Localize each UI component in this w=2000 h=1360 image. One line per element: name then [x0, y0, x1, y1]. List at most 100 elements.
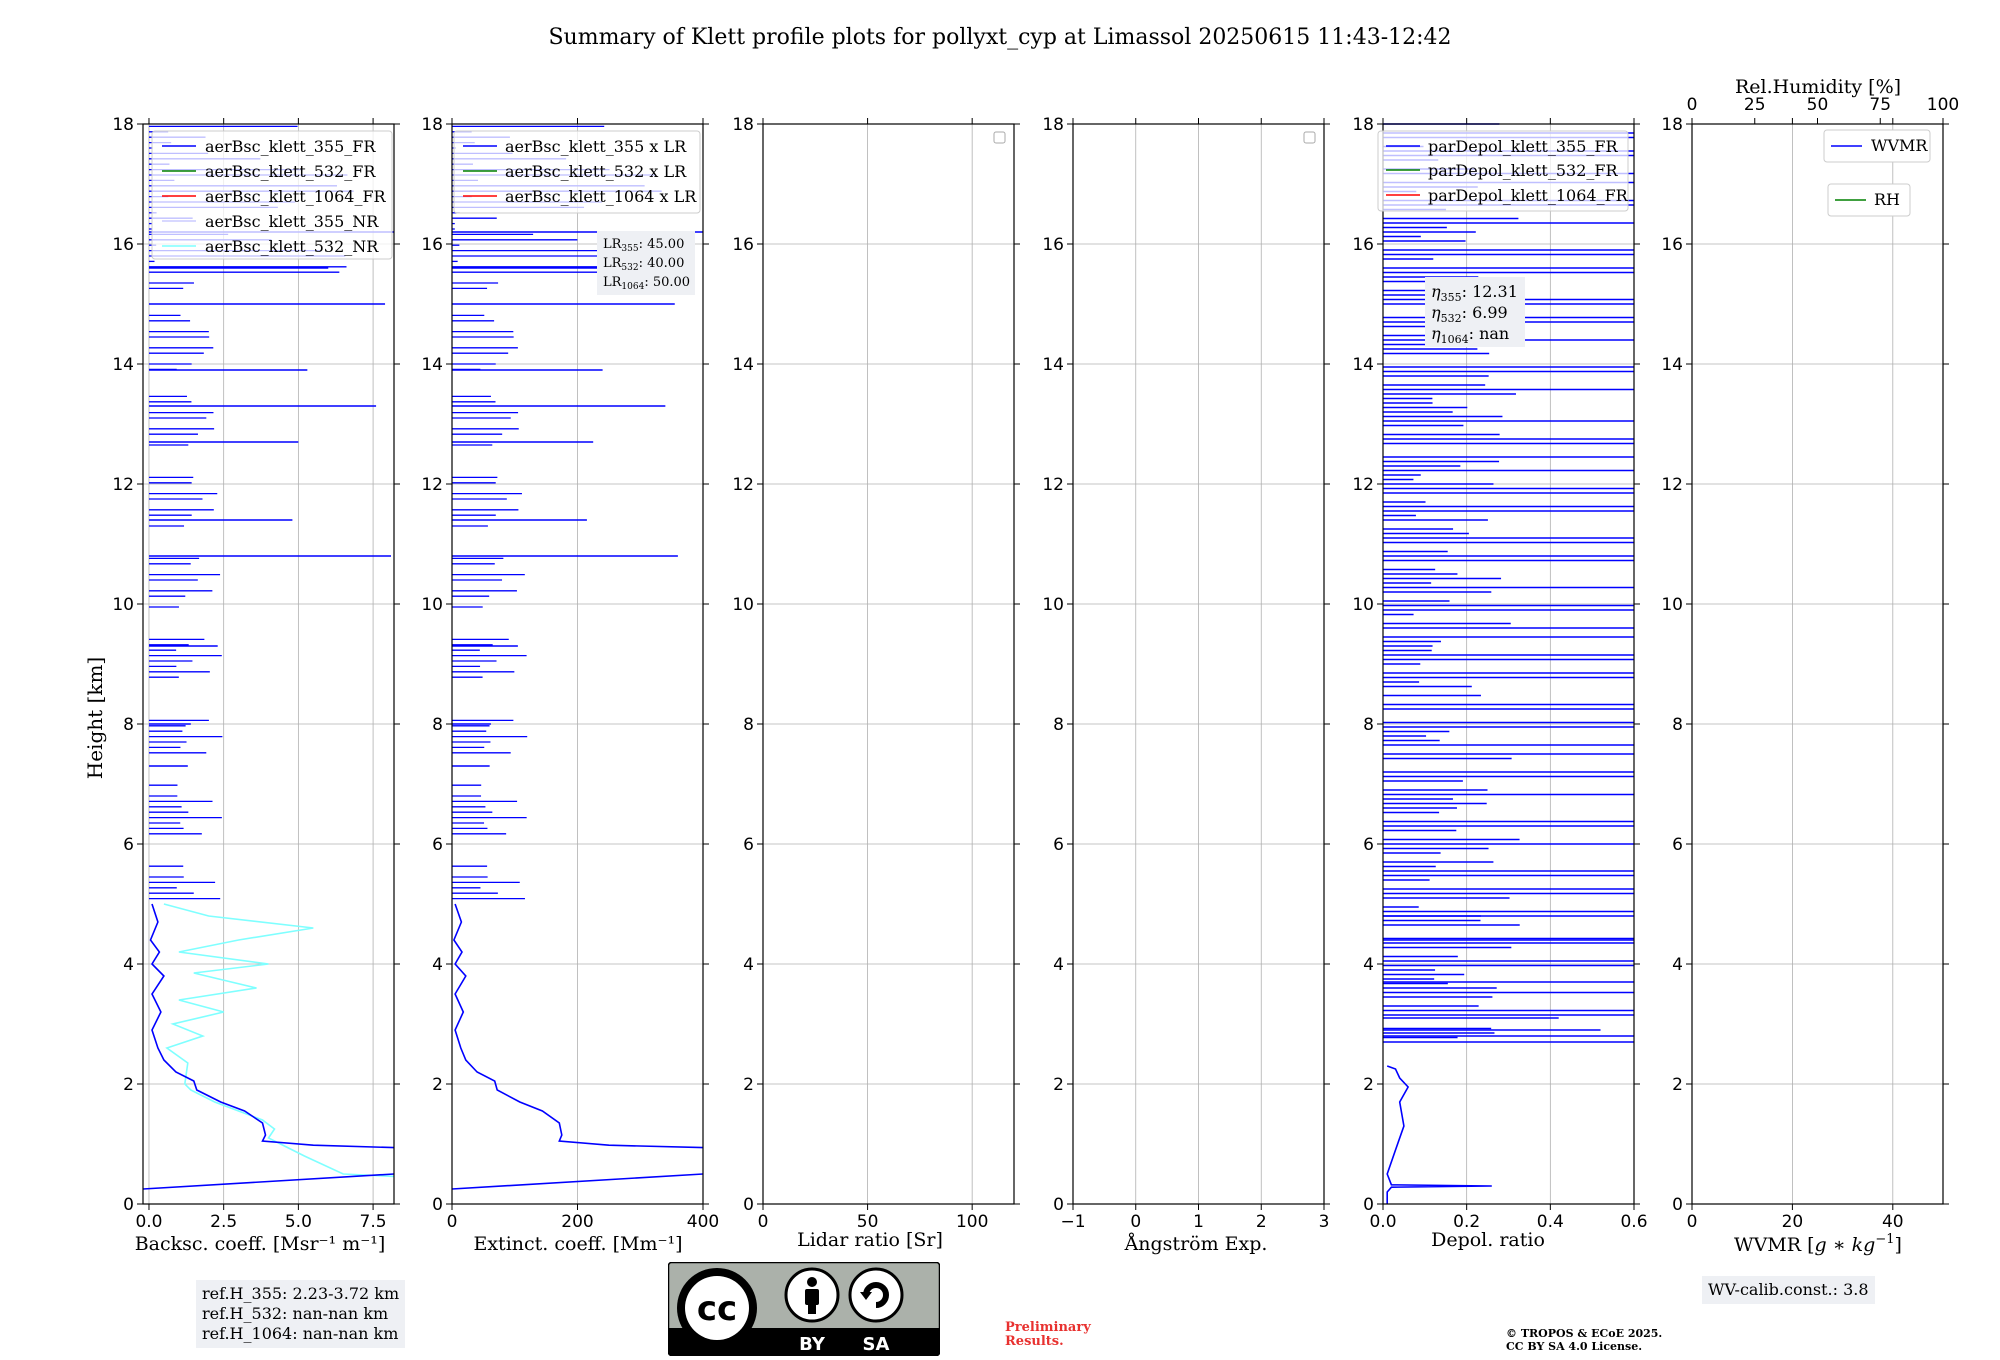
y-tick-label: 6 — [1363, 835, 1374, 855]
axes-frame — [1691, 123, 1944, 1205]
copyright-note: © TROPOS & ECoE 2025. CC BY SA 4.0 Licen… — [1506, 1327, 1662, 1353]
y-tick-label: 18 — [732, 115, 754, 135]
legend-label: aerBsc_klett_532_FR — [205, 162, 376, 181]
y-tick-label: 8 — [1053, 715, 1064, 735]
y-tick-label: 0 — [1363, 1195, 1374, 1215]
y-tick-label: 0 — [743, 1195, 754, 1215]
legend-extinction: aerBsc_klett_355 x LR aerBsc_klett_532 x… — [453, 130, 701, 214]
top-tick-label: 25 — [1744, 95, 1766, 115]
empty-legend-lidar-ratio — [993, 131, 1006, 144]
legend-label: aerBsc_klett_532 x LR — [505, 162, 687, 181]
x-tick-label: 0 — [758, 1212, 769, 1232]
top-tick-label: 100 — [1927, 95, 1959, 115]
panel-labels: Backsc. coeff. [Msr⁻¹ m⁻¹] Extinct. coef… — [135, 76, 1902, 1256]
eta-1064-annotation: η1064: nan — [1431, 324, 1509, 346]
y-tick-label: 14 — [732, 355, 754, 375]
y-tick-label: 16 — [1352, 235, 1374, 255]
series-aerBsc_klett_355 x LR low — [451, 1173, 704, 1190]
legend-label: aerBsc_klett_1064_FR — [205, 187, 387, 206]
xlabel-extinction: Extinct. coeff. [Mm⁻¹] — [473, 1233, 682, 1255]
axes-frame — [1382, 123, 1635, 1205]
x-tick-label: 40 — [1882, 1212, 1904, 1232]
y-tick-label: 12 — [1352, 475, 1374, 495]
y-tick-label: 4 — [432, 955, 443, 975]
ref-h-532: ref.H_532: nan-nan km — [202, 1304, 389, 1323]
legend-rh: RH — [1827, 183, 1911, 217]
x-tick-label: 0.6 — [1620, 1212, 1647, 1232]
y-tick-label: 18 — [1661, 115, 1683, 135]
y-tick-label: 2 — [432, 1075, 443, 1095]
y-tick-label: 0 — [1672, 1195, 1683, 1215]
x-tick-label: 200 — [561, 1212, 593, 1232]
legend-label: aerBsc_klett_355_NR — [205, 212, 379, 231]
x-tick-label: 0.0 — [135, 1212, 162, 1232]
series-aerBsc_klett_355_FR — [149, 903, 395, 1149]
x-tick-label: 5.0 — [285, 1212, 312, 1232]
xlabel-depol: Depol. ratio — [1431, 1229, 1545, 1251]
y-tick-label: 16 — [421, 235, 443, 255]
y-tick-label: 4 — [1672, 955, 1683, 975]
x-tick-label: 50 — [857, 1212, 879, 1232]
y-tick-label: 18 — [112, 115, 134, 135]
legend-depol: parDepol_klett_355_FR parDepol_klett_532… — [1377, 130, 1629, 212]
ref-h-1064: ref.H_1064: nan-nan km — [202, 1324, 399, 1343]
cc-icon — [685, 1276, 749, 1340]
preliminary-line-1: Preliminary — [1005, 1320, 1091, 1335]
x-tick-label: 400 — [687, 1212, 719, 1232]
figure-title: Summary of Klett profile plots for polly… — [548, 25, 1451, 50]
x-tick-label: 0 — [1687, 1212, 1698, 1232]
y-tick-label: 12 — [1042, 475, 1064, 495]
legend-label: aerBsc_klett_532_NR — [205, 237, 379, 256]
x-tick-label: 0.4 — [1537, 1212, 1564, 1232]
preliminary-line-2: Results. — [1005, 1334, 1064, 1349]
xlabel-wvmr: WVMR [g ∗ kg−1] — [1734, 1232, 1902, 1256]
x-tick-label: 20 — [1782, 1212, 1804, 1232]
y-tick-label: 2 — [1053, 1075, 1064, 1095]
x-tick-label: −1 — [1060, 1212, 1085, 1232]
legend-label: aerBsc_klett_1064 x LR — [505, 187, 697, 206]
y-tick-label: 10 — [421, 595, 443, 615]
top-tick-label: 50 — [1807, 95, 1829, 115]
axes-frame — [451, 123, 704, 1205]
y-tick-label: 6 — [123, 835, 134, 855]
y-tick-label: 18 — [421, 115, 443, 135]
top-tick-label: 75 — [1869, 95, 1891, 115]
x-tick-label: 7.5 — [360, 1212, 387, 1232]
x-tick-label: 100 — [956, 1212, 988, 1232]
legend-backscatter: aerBsc_klett_355_FR aerBsc_klett_532_FR … — [151, 130, 393, 260]
copyright-line-1: © TROPOS & ECoE 2025. — [1506, 1327, 1663, 1340]
y-tick-label: 10 — [112, 595, 134, 615]
y-tick-label: 10 — [1042, 595, 1064, 615]
y-tick-label: 6 — [432, 835, 443, 855]
y-tick-label: 2 — [743, 1075, 754, 1095]
y-tick-label: 14 — [1352, 355, 1374, 375]
ref-h-355: ref.H_355: 2.23-3.72 km — [202, 1284, 400, 1303]
lr-355-annotation: LR355: 45.00 — [603, 237, 684, 254]
y-tick-label: 4 — [1363, 955, 1374, 975]
y-tick-label: 8 — [432, 715, 443, 735]
y-tick-label: 0 — [123, 1195, 134, 1215]
y-tick-label: 4 — [743, 955, 754, 975]
xlabel-lidar-ratio: Lidar ratio [Sr] — [797, 1229, 943, 1251]
y-tick-label: 16 — [1661, 235, 1683, 255]
series-aerBsc_klett_355 x LR — [452, 903, 704, 1149]
axes-frame — [762, 123, 1015, 1205]
sa-label: SA — [863, 1334, 890, 1355]
y-tick-label: 12 — [1661, 475, 1683, 495]
legend-label: parDepol_klett_532_FR — [1428, 161, 1619, 180]
legend-wvmr: WVMR — [1823, 129, 1931, 163]
legend-label: parDepol_klett_355_FR — [1428, 137, 1619, 156]
legends: aerBsc_klett_355_FR aerBsc_klett_532_FR … — [151, 129, 1931, 260]
y-tick-label: 8 — [1363, 715, 1374, 735]
y-tick-label: 6 — [743, 835, 754, 855]
y-tick-label: 0 — [432, 1195, 443, 1215]
y-tick-label: 14 — [112, 355, 134, 375]
y-tick-label: 2 — [1672, 1075, 1683, 1095]
legend-label: aerBsc_klett_355 x LR — [505, 137, 687, 156]
y-tick-label: 6 — [1053, 835, 1064, 855]
y-tick-label: 12 — [112, 475, 134, 495]
series-aerBsc_klett_532_NR — [163, 903, 395, 1178]
